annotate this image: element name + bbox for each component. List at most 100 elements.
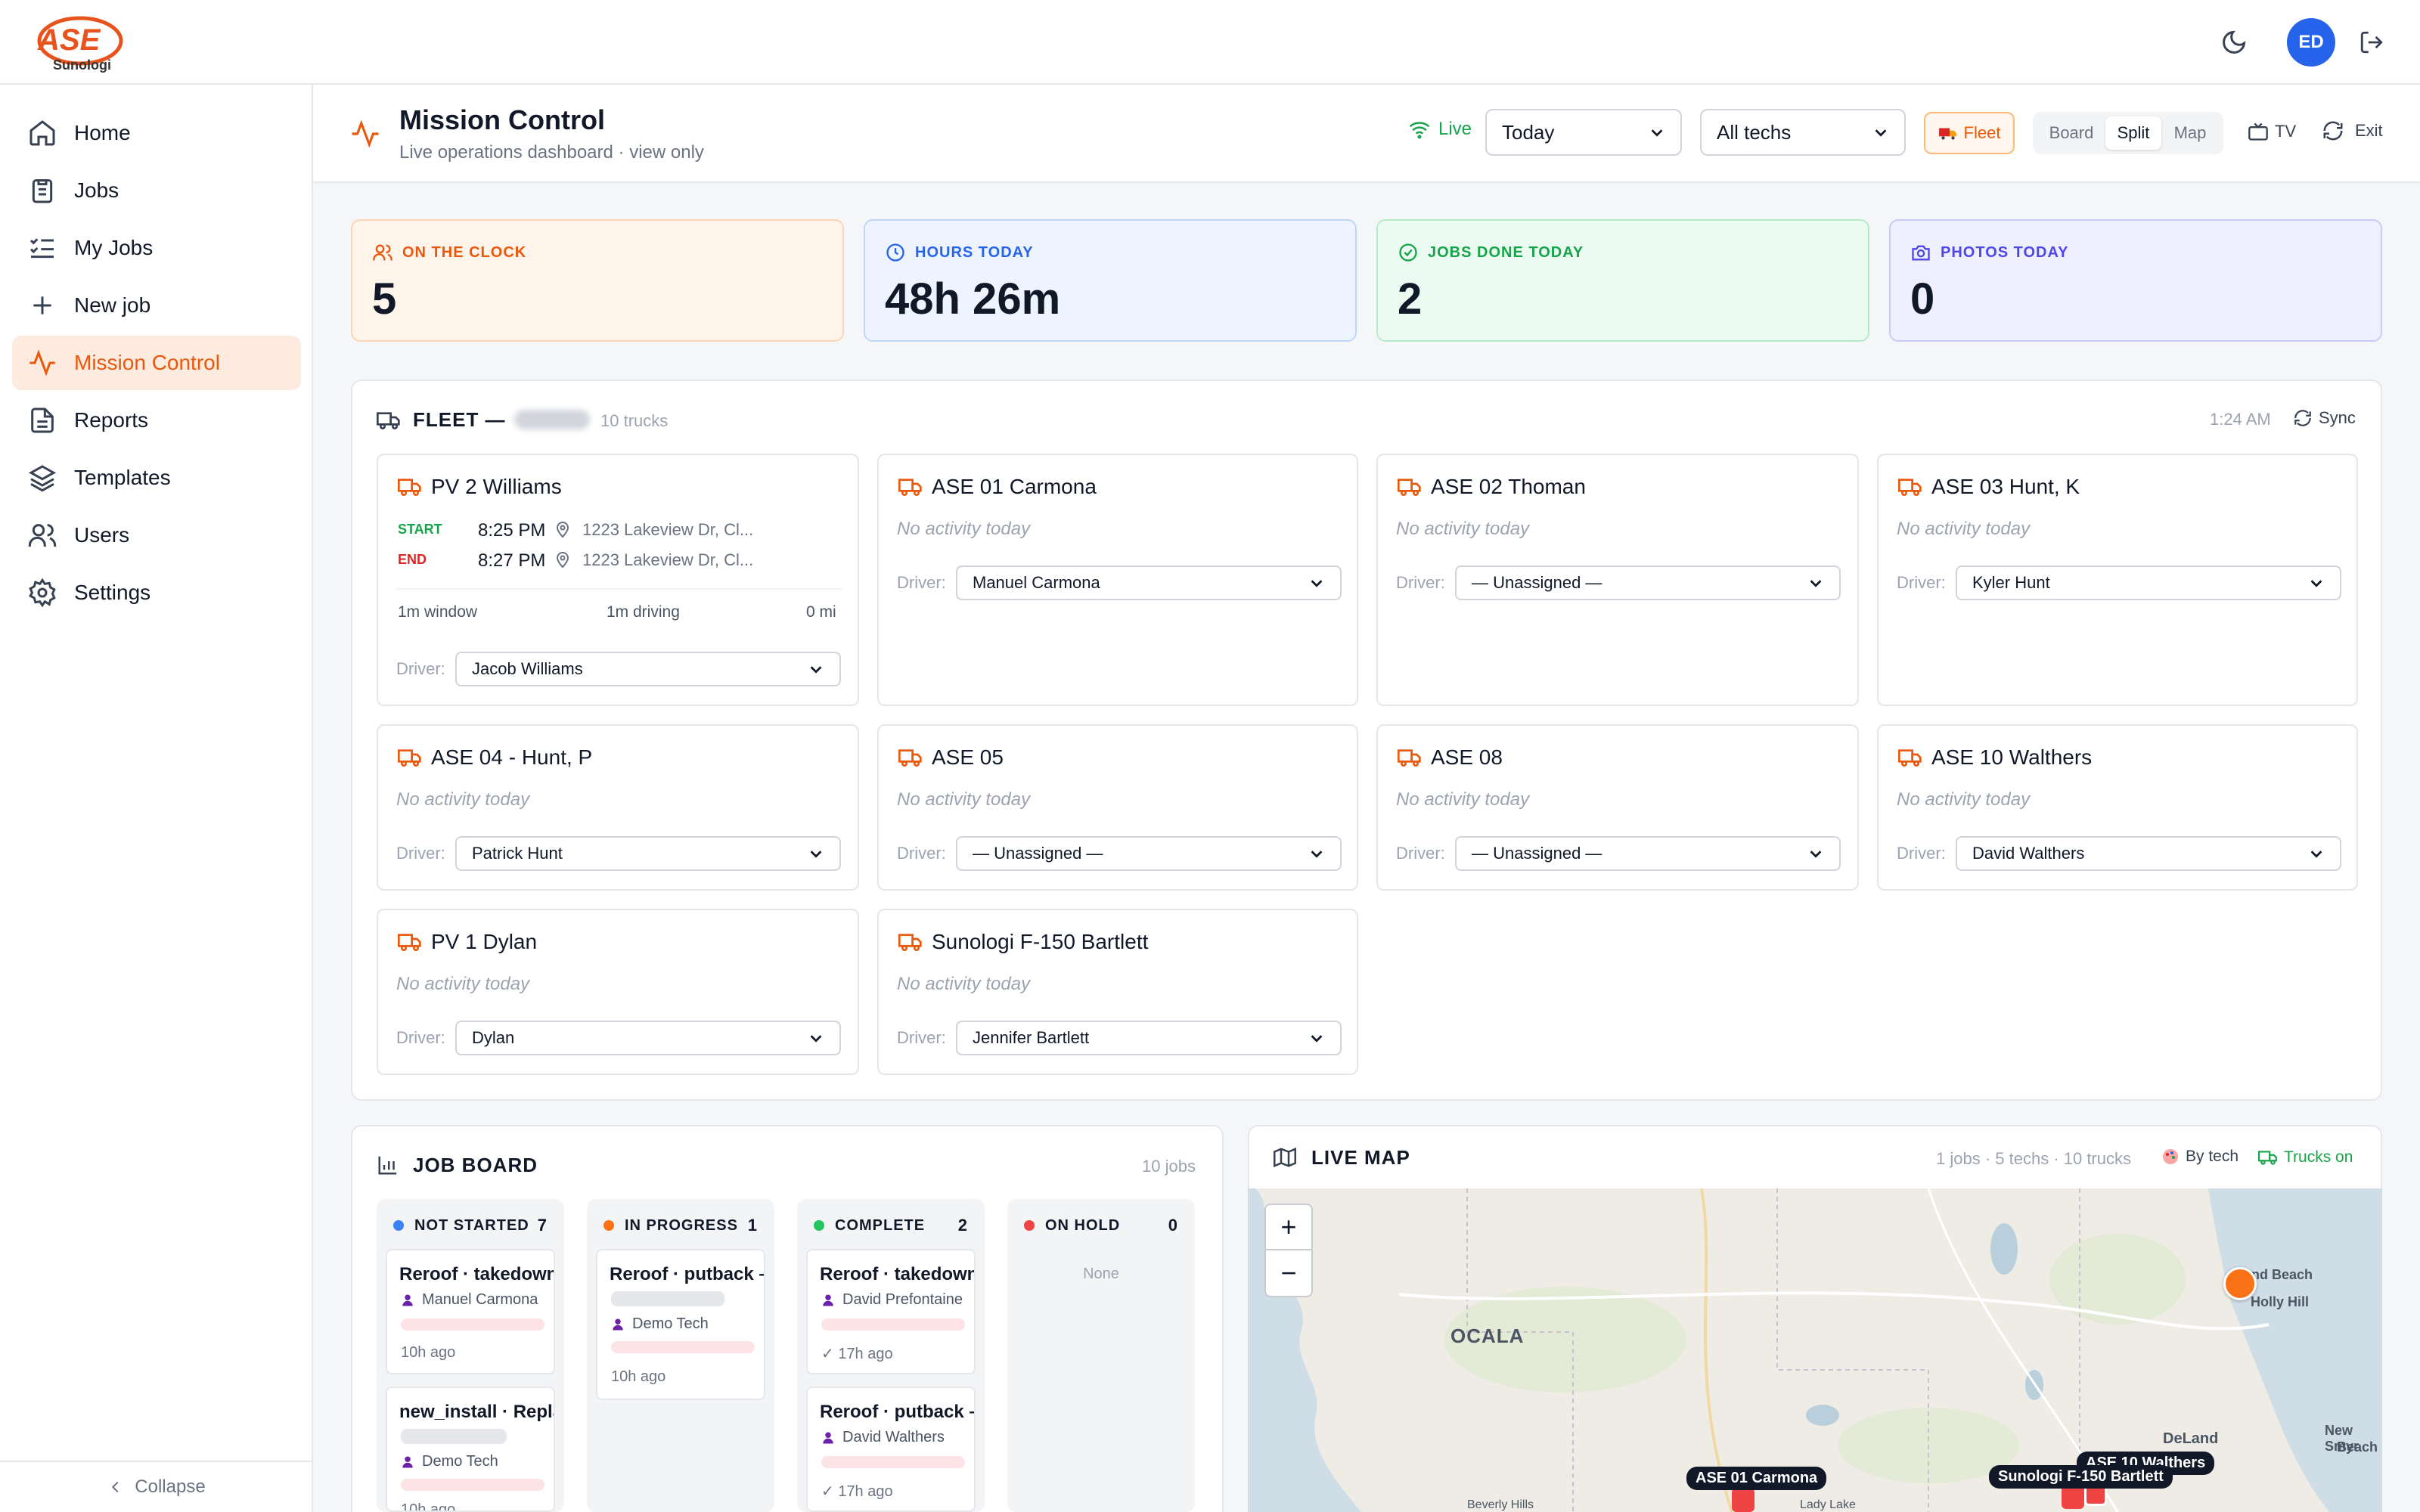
chevron-down-icon <box>810 1035 822 1043</box>
truck-marker-label[interactable]: Sunologi F-150 Bartlett <box>1989 1465 2173 1489</box>
color-by-tech-toggle[interactable]: By tech <box>2161 1148 2238 1166</box>
driver-select[interactable]: — Unassigned — <box>956 836 1342 871</box>
logout-icon[interactable] <box>2350 21 2393 64</box>
clipboard-icon <box>32 179 53 203</box>
driver-select[interactable]: Kyler Hunt <box>1956 565 2341 600</box>
job-person: Demo Tech <box>422 1453 498 1470</box>
truck-card[interactable]: ASE 03 Hunt, K No activity today Driver:… <box>1877 454 2358 706</box>
column-label: NOT STARTED <box>414 1216 529 1234</box>
job-map-marker[interactable] <box>2223 1267 2257 1300</box>
chevron-down-icon <box>1311 850 1323 858</box>
job-card[interactable]: Reroof · takedown David Prefontaine ✓ 17… <box>806 1249 976 1374</box>
sync-button[interactable]: Sync <box>2293 408 2356 428</box>
truck-map-marker[interactable] <box>1732 1488 1754 1512</box>
job-person: David Prefontaine <box>842 1291 963 1308</box>
view-switcher: Board Split Map <box>2033 112 2223 154</box>
truck-card[interactable]: ASE 04 - Hunt, P No activity today Drive… <box>377 724 859 891</box>
truck-card[interactable]: ASE 10 Walthers No activity today Driver… <box>1877 724 2358 891</box>
sidebar-item-reports[interactable]: Reports <box>12 393 301 448</box>
sidebar-item-label: Reports <box>74 408 149 432</box>
moon-icon[interactable] <box>2213 21 2255 64</box>
column-in-progress: IN PROGRESS 1 Reroof · putback – Demo Tec… <box>587 1199 774 1512</box>
map-canvas[interactable]: OCALA mond Beach Holly Hill DeLand New S… <box>1248 1188 2382 1512</box>
tech-select[interactable]: All techs <box>1700 109 1906 156</box>
map-pin-icon <box>556 522 569 538</box>
chevron-down-icon <box>1810 580 1822 587</box>
checklist-icon <box>29 238 54 259</box>
chevron-down-icon <box>1311 1035 1323 1043</box>
job-card[interactable]: Reroof · takedown Manuel Carmona 10h ago <box>386 1249 555 1374</box>
company-logo[interactable]: ASE Sunologi <box>30 11 124 74</box>
truck-card[interactable]: ASE 05 No activity today Driver: — Unass… <box>877 724 1358 891</box>
truck-marker-label[interactable]: ASE 01 Carmona <box>1686 1467 1827 1490</box>
job-card[interactable]: Reroof · putback – David Walthers ✓ 17h … <box>806 1387 976 1512</box>
driver-select[interactable]: — Unassigned — <box>1455 836 1841 871</box>
job-person: Manuel Carmona <box>422 1291 538 1308</box>
status-dot <box>814 1220 824 1231</box>
view-tab-split[interactable]: Split <box>2105 116 2161 150</box>
map-place-label: New Smyr <box>2325 1423 2360 1454</box>
driver-select[interactable]: — Unassigned — <box>1455 565 1841 600</box>
truck-card[interactable]: PV 1 Dylan No activity today Driver: Dyl… <box>377 909 859 1075</box>
person-icon <box>613 1318 623 1330</box>
date-select[interactable]: Today <box>1485 109 1682 156</box>
sidebar-item-my-jobs[interactable]: My Jobs <box>12 221 301 275</box>
tv-mode-button[interactable]: TV <box>2248 121 2296 142</box>
job-card[interactable]: new_install · Repla Demo Tech 10h ago <box>386 1387 555 1512</box>
sidebar-item-settings[interactable]: Settings <box>12 565 301 620</box>
column-count: 0 <box>1168 1216 1178 1235</box>
column-not-started: NOT STARTED 7 Reroof · takedown Manuel Ca… <box>377 1199 564 1512</box>
no-activity-text: No activity today <box>897 974 1031 994</box>
sidebar-item-jobs[interactable]: Jobs <box>12 163 301 218</box>
truck-card[interactable]: ASE 01 Carmona No activity today Driver:… <box>877 454 1358 706</box>
driver-select[interactable]: Jennifer Bartlett <box>956 1021 1342 1055</box>
exit-button[interactable]: Exit <box>2355 121 2383 140</box>
driver-select[interactable]: Manuel Carmona <box>956 565 1342 600</box>
sidebar-item-label: Jobs <box>74 178 119 202</box>
sidebar-item-mission-control[interactable]: Mission Control <box>12 336 301 390</box>
kpi-value: 48h 26m <box>885 274 1061 324</box>
svg-text:ASE: ASE <box>37 23 101 57</box>
redacted-text <box>821 1456 965 1468</box>
truck-icon <box>1398 749 1421 767</box>
person-icon <box>823 1294 833 1306</box>
driver-select[interactable]: Jacob Williams <box>455 652 841 686</box>
truck-card[interactable]: ASE 08 No activity today Driver: — Unass… <box>1376 724 1859 891</box>
truck-icon <box>898 934 922 951</box>
driver-select[interactable]: Dylan <box>455 1021 841 1055</box>
view-tab-map[interactable]: Map <box>2173 123 2207 142</box>
fleet-toggle-button[interactable]: Fleet <box>1924 112 2015 154</box>
person-icon <box>823 1432 833 1443</box>
chevron-down-icon <box>810 850 822 858</box>
truck-card[interactable]: PV 2 Williams START 8:25 PM 1223 Lakevie… <box>377 454 859 706</box>
truck-card[interactable]: Sunologi F-150 Bartlett No activity toda… <box>877 909 1358 1075</box>
job-card[interactable]: Reroof · putback – Demo Tech 10h ago <box>596 1249 765 1400</box>
no-activity-text: No activity today <box>1897 789 2031 810</box>
driver-label: Driver: <box>396 844 445 863</box>
driver-select[interactable]: Patrick Hunt <box>455 836 841 871</box>
driver-select[interactable]: David Walthers <box>1956 836 2341 871</box>
truck-name: ASE 04 - Hunt, P <box>431 745 593 769</box>
end-label: END <box>398 552 427 567</box>
driver-value: — Unassigned — <box>1472 844 1602 863</box>
sidebar-item-users[interactable]: Users <box>12 508 301 562</box>
collapse-button[interactable]: Collapse <box>0 1461 313 1512</box>
driver-label: Driver: <box>897 573 946 592</box>
sidebar-item-home[interactable]: Home <box>12 106 301 160</box>
collapse-label: Collapse <box>135 1476 206 1497</box>
no-activity-text: No activity today <box>1396 789 1530 810</box>
home-icon <box>29 120 55 146</box>
zoom-in-button[interactable]: + <box>1266 1205 1311 1250</box>
user-avatar[interactable]: ED <box>2287 18 2335 67</box>
sidebar-item-templates[interactable]: Templates <box>12 451 301 505</box>
chevron-down-icon <box>1651 129 1663 137</box>
truck-card[interactable]: ASE 02 Thoman No activity today Driver: … <box>1376 454 1859 706</box>
truck-name: ASE 01 Carmona <box>932 475 1097 498</box>
trucks-toggle[interactable]: Trucks on <box>2258 1148 2353 1167</box>
refresh-icon[interactable] <box>2322 119 2344 142</box>
view-tab-board[interactable]: Board <box>2049 123 2094 142</box>
sidebar-item-new-job[interactable]: New job <box>12 278 301 333</box>
zoom-out-button[interactable]: − <box>1280 1257 1297 1288</box>
driver-label: Driver: <box>1897 844 1946 863</box>
truck-map-marker[interactable] <box>2062 1485 2084 1509</box>
